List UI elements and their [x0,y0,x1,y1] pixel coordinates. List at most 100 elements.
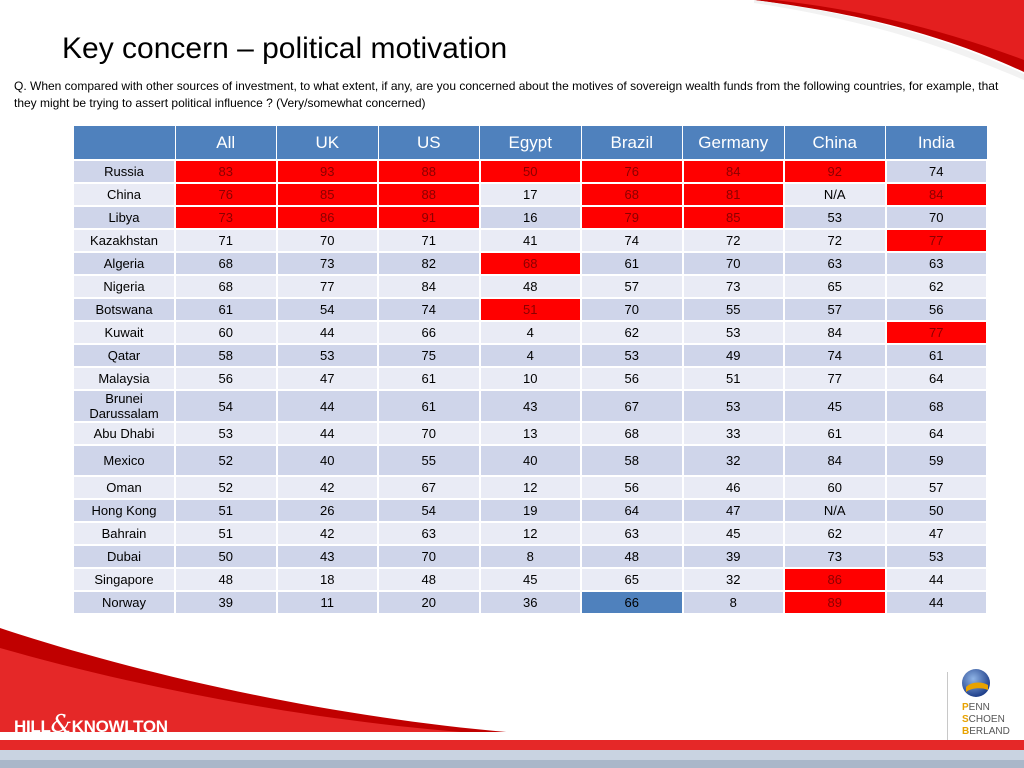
table-cell: 61 [174,297,278,322]
table-cell: 52 [174,444,278,477]
table-cell: 64 [884,366,988,391]
table-cell: 57 [884,475,988,500]
table-cell: 44 [275,421,379,446]
table-row: Oman 52 42 67 12 56 46 60 57 [72,475,988,500]
table-cell: 56 [580,366,684,391]
table-cell: 45 [783,389,887,423]
penn-schoen-berland-logo: PENN SCHOEN BERLAND [962,702,1010,738]
table-cell: 89 [783,590,887,615]
table-row: Algeria 68 73 82 68 61 70 63 63 [72,251,988,276]
table-cell: 18 [275,567,379,592]
table-cell: 55 [377,444,481,477]
row-label: Algeria [72,251,176,276]
table-cell: 59 [884,444,988,477]
hill-knowlton-logo: HILL&KNOWLTON [14,710,168,738]
table-cell: 63 [377,521,481,546]
bottom-red-banner-decoration [0,628,1024,768]
table-row: Mexico 52 40 55 40 58 32 84 59 [72,444,988,477]
table-cell: 88 [377,159,481,184]
table-cell: 62 [783,521,887,546]
table-cell: 88 [377,182,481,207]
table-cell: 51 [174,498,278,523]
table-cell: 54 [377,498,481,523]
table-cell: 46 [681,475,785,500]
table-cell: 72 [681,228,785,253]
table-cell: 64 [884,421,988,446]
table-cell: 74 [377,297,481,322]
psb-logo-line: BERLAND [962,726,1010,738]
column-header: India [885,125,988,161]
table-cell: 50 [884,498,988,523]
table-cell: 8 [681,590,785,615]
row-label: Malaysia [72,366,176,391]
table-cell: 68 [884,389,988,423]
table-cell: 93 [275,159,379,184]
table-cell: 84 [884,182,988,207]
table-row: Libya 73 86 91 16 79 85 53 70 [72,205,988,230]
table-cell: 63 [884,251,988,276]
psb-word: CHOEN [968,714,1005,725]
row-label: Norway [72,590,176,615]
table-cell: 47 [275,366,379,391]
table-cell: 48 [377,567,481,592]
table-cell: 62 [884,274,988,299]
table-cell: 66 [580,590,684,615]
table-row: Qatar 58 53 75 4 53 49 74 61 [72,343,988,368]
psb-logo-line: PENN [962,702,1010,714]
table-cell: 32 [681,444,785,477]
table-cell: 53 [174,421,278,446]
table-cell: 53 [275,343,379,368]
table-cell: 10 [478,366,582,391]
table-cell: 19 [478,498,582,523]
survey-question: Q. When compared with other sources of i… [14,79,999,110]
table-cell: 65 [783,274,887,299]
table-row: Nigeria 68 77 84 48 57 73 65 62 [72,274,988,299]
table-row: Dubai 50 43 70 8 48 39 73 53 [72,544,988,569]
table-cell: 36 [478,590,582,615]
table-cell: N/A [783,498,887,523]
table-cell: 76 [174,182,278,207]
globe-icon [962,669,990,697]
table-cell: 70 [275,228,379,253]
table-cell: 77 [884,320,988,345]
table-cell: 50 [174,544,278,569]
table-cell: 73 [275,251,379,276]
table-cell: 40 [275,444,379,477]
table-cell: 53 [884,544,988,569]
psb-initial: S [962,714,969,725]
table-cell: 20 [377,590,481,615]
table-cell: 52 [174,475,278,500]
table-cell: 57 [580,274,684,299]
table-cell: 43 [275,544,379,569]
psb-logo-line: SCHOEN [962,714,1010,726]
table-row: Kazakhstan 71 70 71 41 74 72 72 77 [72,228,988,253]
table-cell: 61 [580,251,684,276]
table-cell: 40 [478,444,582,477]
column-header: Brazil [580,125,683,161]
table-cell: 50 [478,159,582,184]
table-cell: 58 [580,444,684,477]
table-cell: 61 [884,343,988,368]
table-cell: 42 [275,521,379,546]
table-cell: 84 [377,274,481,299]
table-cell: 12 [478,475,582,500]
table-cell: 63 [783,251,887,276]
table-cell: 68 [478,251,582,276]
column-header: Egypt [479,125,582,161]
table-cell: 64 [580,498,684,523]
table-cell: 65 [580,567,684,592]
row-label: Russia [72,159,176,184]
row-label: Bahrain [72,521,176,546]
row-label: Mexico [72,444,176,477]
table-row: China 76 85 88 17 68 81 N/A 84 [72,182,988,207]
table-cell: 70 [377,544,481,569]
table-row: Bahrain 51 42 63 12 63 45 62 47 [72,521,988,546]
table-cell: 49 [681,343,785,368]
psb-initial: P [962,702,969,713]
table-cell: 91 [377,205,481,230]
table-cell: 83 [174,159,278,184]
table-cell: 61 [783,421,887,446]
table-cell: 76 [580,159,684,184]
table-cell: 44 [884,590,988,615]
table-cell: N/A [783,182,887,207]
